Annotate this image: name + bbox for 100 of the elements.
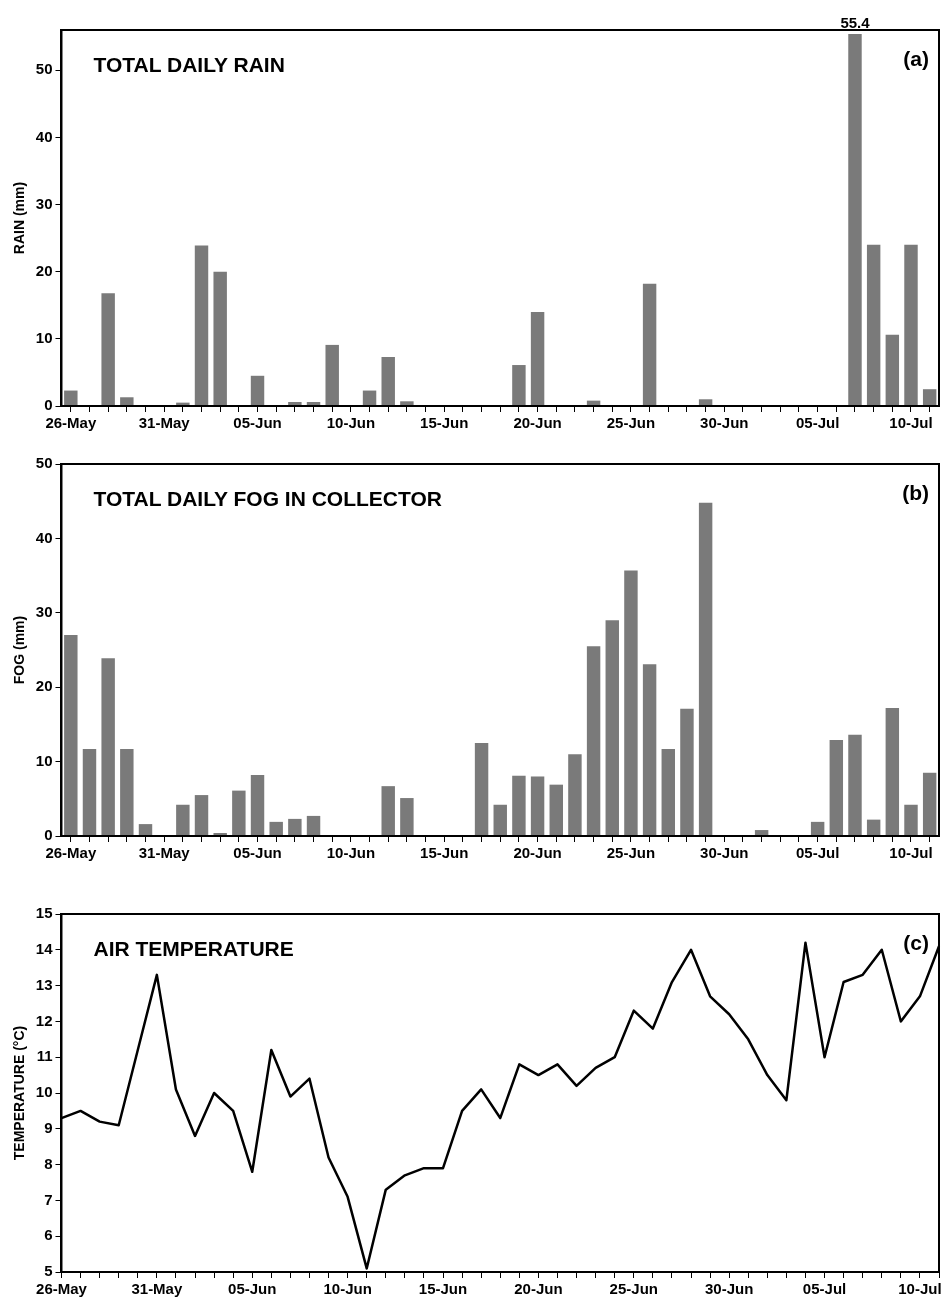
x-tick-label: 10-Jun <box>326 414 376 432</box>
bar <box>232 790 246 836</box>
bar <box>213 271 227 406</box>
y-tick-label: 10 <box>35 329 53 346</box>
bar <box>810 821 825 836</box>
bar <box>493 804 507 836</box>
x-tick-label: 05-Jul <box>795 844 840 862</box>
y-tick-label: 12 <box>35 1011 53 1029</box>
text: TOTAL DAILY RAIN <box>93 52 285 76</box>
bar <box>661 748 675 836</box>
bar <box>64 635 78 836</box>
bar <box>101 293 115 406</box>
y-tick-label: 30 <box>35 602 53 620</box>
bar <box>120 748 134 836</box>
y-tick-label: 50 <box>35 60 53 78</box>
bar <box>885 334 900 406</box>
bar <box>904 804 918 836</box>
y-tick-label: 6 <box>44 1226 53 1244</box>
bar <box>568 754 582 836</box>
bar <box>362 390 377 406</box>
x-tick-label: 31-May <box>138 414 191 432</box>
bar <box>306 815 321 836</box>
bar <box>381 356 395 406</box>
bar <box>605 620 619 836</box>
y-tick-label: 9 <box>44 1118 53 1136</box>
annotation: (a) <box>903 46 929 70</box>
bar <box>101 658 115 836</box>
y-axis-title: RAIN (mm) <box>11 181 28 255</box>
y-tick-label: 8 <box>44 1154 53 1172</box>
x-tick-label: 26-May <box>45 844 97 862</box>
x-tick-label: 30-Jun <box>704 1280 754 1298</box>
y-tick-label: 11 <box>36 1047 53 1065</box>
annotation: (c) <box>903 930 929 954</box>
annotation: (b) <box>902 480 929 504</box>
y-tick-label: 20 <box>35 677 53 695</box>
x-tick-label: 10-Jul <box>898 1280 942 1298</box>
x-tick-label: 31-May <box>131 1280 183 1298</box>
x-tick-label: 10-Jul <box>889 414 933 432</box>
bar <box>624 570 638 836</box>
text: TOTAL DAILY FOG IN COLLECTOR <box>93 486 442 510</box>
x-tick-label: 10-Jun <box>326 844 376 862</box>
x-tick-label: 10-Jun <box>323 1280 372 1298</box>
x-tick-label: 05-Jul <box>795 414 840 432</box>
x-tick-label: 20-Jun <box>514 1280 563 1298</box>
x-tick-label: 30-Jun <box>700 414 749 432</box>
x-tick-label: 20-Jun <box>513 844 562 862</box>
y-tick-label: 40 <box>35 528 53 546</box>
bar <box>269 821 283 836</box>
bar <box>642 283 657 406</box>
x-tick-label: 15-Jun <box>418 1280 468 1298</box>
bar <box>138 824 153 836</box>
bar <box>586 646 601 836</box>
bar <box>848 34 862 406</box>
bar <box>288 818 302 836</box>
x-tick-label: 15-Jun <box>420 844 469 862</box>
bar <box>381 786 395 836</box>
bar <box>194 245 209 406</box>
y-axis-title: FOG (mm) <box>11 615 28 685</box>
x-tick-label: 15-Jun <box>420 414 469 432</box>
bar <box>885 708 900 836</box>
data-label: 55.4 <box>840 13 871 31</box>
y-tick-label: 30 <box>35 194 53 212</box>
y-tick-label: 10 <box>35 1083 53 1101</box>
x-tick-label: 05-Jul <box>802 1280 847 1298</box>
y-tick-label: 0 <box>44 826 53 844</box>
bar <box>904 244 918 406</box>
x-tick-label: 25-Jun <box>606 414 656 432</box>
y-tick-label: 0 <box>44 396 53 414</box>
bar <box>698 399 713 406</box>
bar <box>549 784 563 836</box>
bar <box>194 795 209 836</box>
bar <box>64 390 78 406</box>
bar <box>512 775 526 836</box>
bar <box>474 743 489 836</box>
x-tick-label: 26-May <box>36 1280 88 1298</box>
bar <box>120 397 134 406</box>
y-tick-label: 10 <box>35 751 53 769</box>
bar <box>848 734 862 836</box>
bar <box>530 312 545 406</box>
y-tick-label: 50 <box>35 454 53 472</box>
bar <box>866 244 881 406</box>
x-tick-label: 05-Jun <box>233 414 282 432</box>
bar <box>512 365 526 406</box>
x-tick-label: 20-Jun <box>513 414 562 432</box>
y-tick-label: 7 <box>44 1190 53 1208</box>
bar <box>250 375 265 406</box>
bar <box>176 804 190 836</box>
y-tick-label: 40 <box>35 127 53 145</box>
x-tick-label: 25-Jun <box>609 1280 658 1298</box>
bar <box>400 798 414 836</box>
bar <box>530 776 545 836</box>
y-tick-label: 14 <box>35 939 54 957</box>
x-tick-label: 10-Jul <box>889 844 933 862</box>
x-tick-label: 05-Jun <box>228 1280 277 1298</box>
y-tick-label: 15 <box>35 904 53 922</box>
bar <box>698 502 713 836</box>
y-axis-title: TEMPERATURE (°C) <box>11 1025 28 1161</box>
bar <box>325 344 339 406</box>
bar <box>922 389 937 406</box>
y-tick-label: 13 <box>35 975 53 993</box>
